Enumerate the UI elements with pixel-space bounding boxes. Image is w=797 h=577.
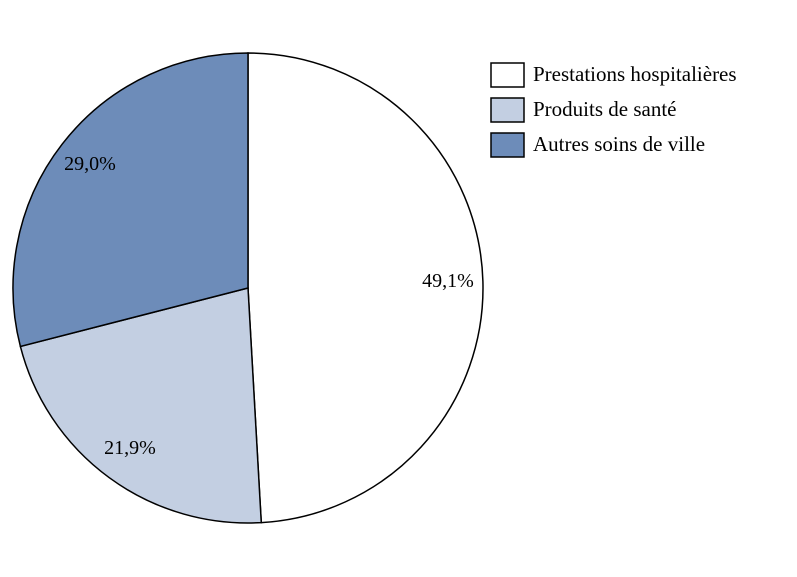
legend-swatch <box>490 132 525 158</box>
value-label: 21,9% <box>104 437 156 459</box>
legend-label: Autres soins de ville <box>533 132 705 156</box>
value-label: 29,0% <box>64 153 116 175</box>
value-label: 49,1% <box>422 270 474 292</box>
legend-swatch <box>490 62 525 88</box>
legend-label: Prestations hospitalières <box>533 62 737 86</box>
pie-slice <box>19 287 263 524</box>
legend-swatch <box>490 97 525 123</box>
pie-slice <box>247 52 484 524</box>
pie-slice <box>12 52 249 348</box>
legend-label: Produits de santé <box>533 97 676 121</box>
